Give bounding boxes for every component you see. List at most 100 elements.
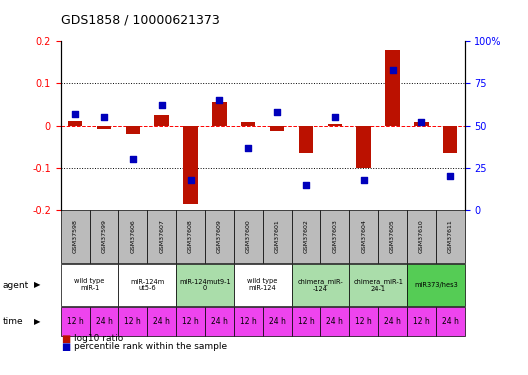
- Bar: [299, 126, 313, 153]
- Bar: [90, 210, 118, 262]
- Bar: [349, 264, 407, 306]
- Text: time: time: [3, 316, 23, 326]
- Text: 24 h: 24 h: [96, 316, 112, 326]
- Text: 24 h: 24 h: [211, 316, 228, 326]
- Bar: [291, 264, 349, 306]
- Bar: [320, 210, 349, 262]
- Bar: [176, 210, 205, 262]
- Bar: [205, 210, 234, 262]
- Point: [388, 67, 397, 73]
- Text: 24 h: 24 h: [384, 316, 401, 326]
- Bar: [90, 307, 118, 336]
- Text: 12 h: 12 h: [355, 316, 372, 326]
- Bar: [68, 121, 82, 126]
- Bar: [414, 122, 429, 126]
- Text: ▶: ▶: [34, 280, 41, 290]
- Bar: [320, 307, 349, 336]
- Bar: [436, 307, 465, 336]
- Text: GDS1858 / 10000621373: GDS1858 / 10000621373: [61, 13, 220, 26]
- Bar: [234, 264, 291, 306]
- Bar: [378, 307, 407, 336]
- Text: 12 h: 12 h: [240, 316, 257, 326]
- Bar: [126, 126, 140, 134]
- Text: percentile rank within the sample: percentile rank within the sample: [74, 342, 227, 351]
- Point: [446, 173, 455, 179]
- Bar: [176, 264, 234, 306]
- Text: GSM37606: GSM37606: [130, 219, 135, 253]
- Point: [157, 102, 166, 108]
- Text: ■: ■: [61, 342, 70, 352]
- Point: [186, 177, 195, 183]
- Text: wild type
miR-1: wild type miR-1: [74, 279, 105, 291]
- Bar: [234, 307, 263, 336]
- Point: [244, 145, 252, 151]
- Text: chimera_miR-
-124: chimera_miR- -124: [297, 278, 343, 292]
- Bar: [385, 50, 400, 126]
- Text: GSM37604: GSM37604: [361, 219, 366, 253]
- Bar: [205, 307, 234, 336]
- Text: GSM37599: GSM37599: [101, 219, 107, 253]
- Text: GSM37607: GSM37607: [159, 219, 164, 253]
- Bar: [176, 307, 205, 336]
- Text: GSM37605: GSM37605: [390, 219, 395, 253]
- Text: GSM37601: GSM37601: [275, 219, 280, 253]
- Point: [301, 182, 310, 188]
- Bar: [407, 264, 465, 306]
- Bar: [349, 210, 378, 262]
- Bar: [118, 210, 147, 262]
- Bar: [378, 210, 407, 262]
- Bar: [356, 126, 371, 168]
- Point: [417, 119, 426, 125]
- Text: miR373/hes3: miR373/hes3: [414, 282, 458, 288]
- Text: 12 h: 12 h: [67, 316, 83, 326]
- Point: [71, 111, 79, 117]
- Bar: [349, 307, 378, 336]
- Bar: [436, 210, 465, 262]
- Bar: [241, 122, 256, 126]
- Text: 12 h: 12 h: [182, 316, 199, 326]
- Text: log10 ratio: log10 ratio: [74, 334, 123, 343]
- Text: miR-124m
ut5-6: miR-124m ut5-6: [130, 279, 164, 291]
- Bar: [118, 264, 176, 306]
- Bar: [407, 307, 436, 336]
- Bar: [443, 126, 457, 153]
- Bar: [97, 126, 111, 129]
- Bar: [291, 210, 320, 262]
- Text: 24 h: 24 h: [326, 316, 343, 326]
- Bar: [155, 115, 169, 126]
- Point: [129, 156, 137, 162]
- Text: 12 h: 12 h: [298, 316, 314, 326]
- Text: GSM37602: GSM37602: [304, 219, 308, 253]
- Text: wild type
miR-124: wild type miR-124: [248, 279, 278, 291]
- Point: [331, 114, 339, 120]
- Bar: [61, 307, 90, 336]
- Bar: [407, 210, 436, 262]
- Point: [360, 177, 368, 183]
- Text: 24 h: 24 h: [269, 316, 286, 326]
- Point: [273, 109, 281, 115]
- Bar: [61, 264, 118, 306]
- Bar: [291, 307, 320, 336]
- Text: chimera_miR-1
24-1: chimera_miR-1 24-1: [353, 278, 403, 292]
- Text: miR-124mut9-1
0: miR-124mut9-1 0: [179, 279, 231, 291]
- Bar: [61, 210, 90, 262]
- Text: 24 h: 24 h: [153, 316, 170, 326]
- Point: [100, 114, 108, 120]
- Text: 24 h: 24 h: [442, 316, 459, 326]
- Text: GSM37600: GSM37600: [246, 219, 251, 253]
- Bar: [183, 126, 198, 204]
- Text: ■: ■: [61, 334, 70, 344]
- Bar: [327, 124, 342, 126]
- Bar: [270, 126, 284, 131]
- Text: GSM37609: GSM37609: [217, 219, 222, 253]
- Text: ▶: ▶: [34, 316, 41, 326]
- Text: GSM37608: GSM37608: [188, 219, 193, 253]
- Text: agent: agent: [3, 280, 29, 290]
- Bar: [234, 210, 263, 262]
- Point: [215, 98, 224, 104]
- Bar: [147, 307, 176, 336]
- Text: GSM37610: GSM37610: [419, 219, 424, 253]
- Bar: [118, 307, 147, 336]
- Bar: [147, 210, 176, 262]
- Bar: [262, 307, 291, 336]
